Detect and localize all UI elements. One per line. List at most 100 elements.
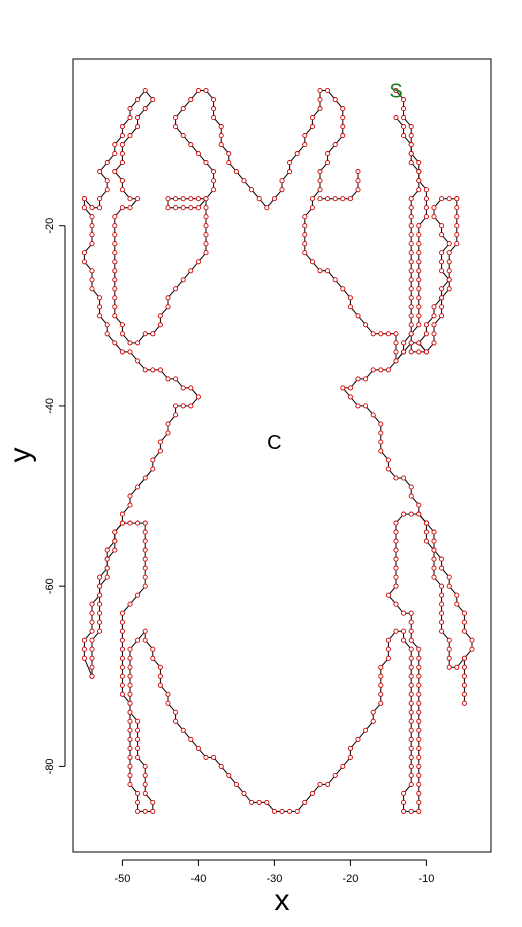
data-point (454, 223, 460, 229)
data-point (211, 97, 217, 103)
data-point (363, 403, 369, 409)
data-point (309, 259, 315, 265)
data-point (408, 637, 414, 643)
data-point (454, 601, 460, 607)
data-point (416, 223, 422, 229)
data-point (112, 277, 118, 283)
data-point (431, 313, 437, 319)
data-point (454, 241, 460, 247)
data-point (127, 673, 133, 679)
data-point (408, 205, 414, 211)
data-point (469, 637, 475, 643)
data-point (142, 790, 148, 796)
data-point (408, 322, 414, 328)
data-point (127, 646, 133, 652)
data-point (127, 754, 133, 760)
data-point (218, 133, 224, 139)
data-point (461, 655, 467, 661)
data-point (401, 628, 407, 634)
data-point (119, 628, 125, 634)
data-point (423, 205, 429, 211)
data-point (127, 502, 133, 508)
data-point (393, 628, 399, 634)
data-point (408, 160, 414, 166)
data-point (104, 160, 110, 166)
data-point (439, 556, 445, 562)
data-point (127, 718, 133, 724)
data-point (416, 295, 422, 301)
data-point (203, 250, 209, 256)
data-point (119, 646, 125, 652)
data-point (211, 187, 217, 193)
data-point (416, 502, 422, 508)
data-point (89, 610, 95, 616)
data-point (325, 151, 331, 157)
data-point (119, 187, 125, 193)
data-point (439, 565, 445, 571)
data-point (431, 322, 437, 328)
series-line-3 (84, 89, 458, 363)
data-point (408, 781, 414, 787)
data-point (431, 205, 437, 211)
data-point (112, 223, 118, 229)
data-point (112, 295, 118, 301)
data-point (89, 232, 95, 238)
data-point (401, 511, 407, 517)
data-point (378, 439, 384, 445)
data-point (112, 340, 118, 346)
data-point (385, 646, 391, 652)
data-point (370, 709, 376, 715)
data-point (226, 151, 232, 157)
data-point (142, 475, 148, 481)
data-point (461, 610, 467, 616)
data-point (127, 106, 133, 112)
data-point (127, 736, 133, 742)
data-point (127, 115, 133, 121)
data-point (325, 196, 331, 202)
data-point (408, 808, 414, 814)
data-point (423, 538, 429, 544)
data-point (180, 727, 186, 733)
data-point (439, 304, 445, 310)
data-point (393, 538, 399, 544)
data-point (408, 511, 414, 517)
data-point (173, 115, 179, 121)
data-point (104, 574, 110, 580)
data-point (142, 781, 148, 787)
data-point (416, 691, 422, 697)
data-point (135, 808, 141, 814)
data-point (385, 637, 391, 643)
data-point (416, 349, 422, 355)
data-point (142, 763, 148, 769)
data-point (378, 691, 384, 697)
data-point (416, 313, 422, 319)
data-point (135, 520, 141, 526)
data-point (135, 727, 141, 733)
data-point (203, 232, 209, 238)
data-point (127, 682, 133, 688)
data-point (157, 682, 163, 688)
data-point (211, 115, 217, 121)
data-point (461, 628, 467, 634)
data-point (416, 763, 422, 769)
data-point (439, 601, 445, 607)
data-point (142, 547, 148, 553)
data-point (454, 196, 460, 202)
data-point (423, 529, 429, 535)
data-point (81, 196, 87, 202)
data-point (461, 673, 467, 679)
data-point (378, 331, 384, 337)
data-point (408, 331, 414, 337)
data-point (347, 745, 353, 751)
data-point (408, 727, 414, 733)
y-axis: -20 -40 -60 -80 (44, 218, 66, 774)
data-point (416, 664, 422, 670)
data-point (264, 205, 270, 211)
data-point (150, 331, 156, 337)
data-point (408, 664, 414, 670)
data-point (431, 331, 437, 337)
data-point (416, 754, 422, 760)
data-point (97, 304, 103, 310)
data-point (226, 772, 232, 778)
data-point (135, 196, 141, 202)
